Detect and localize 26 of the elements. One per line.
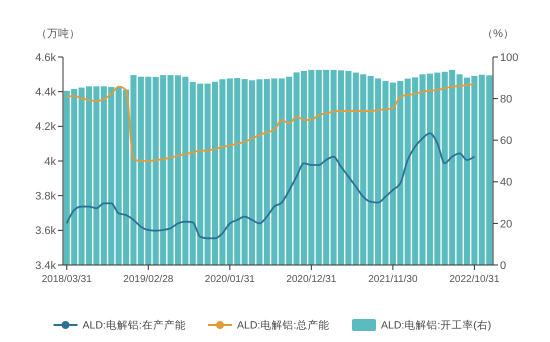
y-tick-label: 4.4k — [35, 86, 56, 99]
y2-tick-label: 0 — [500, 260, 506, 272]
legend-label: ALD:电解铝:在产产能 — [82, 318, 186, 332]
y2-tick-label: 20 — [500, 218, 512, 230]
y2-tick-label: 80 — [500, 93, 512, 106]
line-series — [66, 83, 476, 162]
y2-tick-label: 100 — [500, 52, 518, 64]
x-tick-label: 2021/11/30 — [368, 274, 418, 285]
y-tick-label: 3.4k — [35, 260, 56, 272]
y2-tick-label: 60 — [500, 135, 512, 148]
y-tick-label: 3.6k — [35, 225, 56, 238]
x-tick-label: 2019/02/28 — [123, 274, 174, 285]
y-tick-label: 3.8k — [35, 190, 56, 203]
x-tick-label: 2020/12/31 — [286, 274, 337, 285]
legend-label: ALD:电解铝:开工率(右) — [381, 318, 492, 332]
y-tick-label: 4k — [44, 156, 56, 168]
y2-axis-title: （%） — [482, 28, 514, 40]
y2-tick-label: 40 — [500, 176, 512, 189]
line-series — [66, 132, 476, 240]
y-tick-label: 4.2k — [35, 121, 56, 134]
x-tick-label: 2020/01/31 — [204, 274, 256, 285]
y-tick-label: 4.6k — [35, 52, 56, 64]
y-axis-title: （万吨） — [36, 27, 80, 40]
x-tick-label: 2022/10/31 — [449, 274, 500, 285]
x-tick-label: 2018/03/31 — [42, 274, 92, 285]
legend-label: ALD:电解铝:总产能 — [237, 318, 330, 332]
